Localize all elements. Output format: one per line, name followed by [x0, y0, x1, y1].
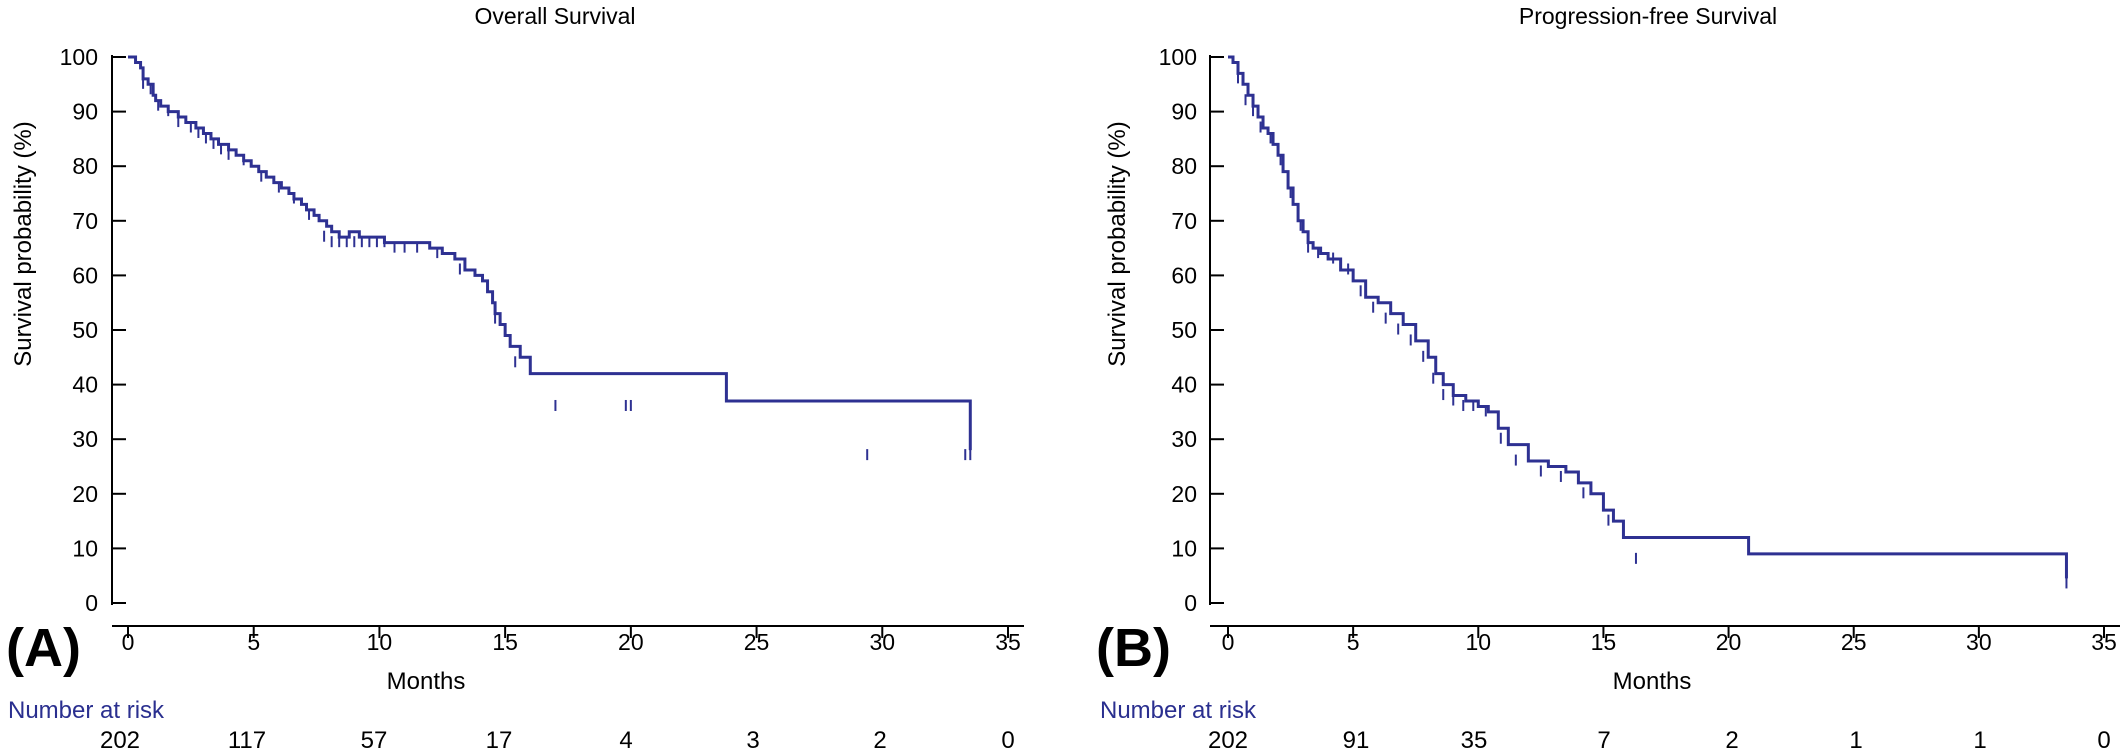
- x-tick-label: 35: [995, 629, 1021, 655]
- x-tick-label: 20: [1716, 629, 1742, 655]
- y-axis-label: Survival probability (%): [10, 121, 37, 367]
- risk-count-15: 7: [1597, 727, 1611, 754]
- y-tick-label: 50: [72, 317, 98, 343]
- y-tick-label: 80: [72, 153, 98, 179]
- y-tick-label: 100: [1159, 44, 1197, 70]
- x-tick-label: 10: [367, 629, 393, 655]
- risk-count-5: 91: [1342, 727, 1370, 754]
- x-tick-label: 5: [1347, 629, 1360, 655]
- x-tick-label: 5: [247, 629, 260, 655]
- y-tick-label: 90: [72, 99, 98, 125]
- panel-label: (A): [6, 618, 81, 678]
- number-at-risk-label: Number at risk: [8, 697, 165, 724]
- panel-overall-survival: Overall Survival 0 10 20 30 40 50 60 70 80 90 100 0…: [6, 3, 1024, 754]
- y-tick-label: 80: [1171, 153, 1197, 179]
- risk-count-25: 3: [746, 727, 760, 754]
- y-axis-label: Survival probability (%): [1104, 121, 1131, 367]
- chart-title: Overall Survival: [474, 3, 636, 29]
- x-tick-label: 30: [869, 629, 895, 655]
- x-tick-label: 25: [1841, 629, 1867, 655]
- x-tick-label: 35: [2091, 629, 2117, 655]
- y-tick-label: 30: [1171, 426, 1197, 452]
- x-tick-label: 0: [122, 629, 135, 655]
- risk-count-0: 202: [99, 727, 141, 754]
- risk-count-25: 1: [1849, 727, 1863, 754]
- panel-label: (B): [1096, 618, 1171, 678]
- x-tick-label: 10: [1465, 629, 1491, 655]
- risk-count-30: 2: [873, 727, 887, 754]
- y-tick-label: 30: [72, 426, 98, 452]
- survival-curve: [1228, 55, 2068, 579]
- y-tick-label: 50: [1171, 317, 1197, 343]
- y-tick-label: 40: [1171, 372, 1197, 398]
- y-tick-label: 70: [72, 208, 98, 234]
- x-tick-label: 25: [744, 629, 770, 655]
- km-plot: 0 10 20 30 40 50 60 70 80 90 100 0 5 10 15 20 25 30 35: [60, 44, 1024, 655]
- y-tick-label: 60: [1171, 262, 1197, 288]
- y-tick-label: 100: [60, 44, 98, 70]
- number-at-risk-label: Number at risk: [1100, 697, 1257, 724]
- risk-count-5: 117: [227, 727, 267, 754]
- y-tick-label: 10: [1171, 535, 1197, 561]
- risk-count-35: 0: [2097, 727, 2111, 754]
- x-tick-label: 30: [1966, 629, 1992, 655]
- chart-title: Progression-free Survival: [1518, 3, 1778, 29]
- risk-count-30: 1: [1973, 727, 1987, 754]
- survival-curve: [128, 55, 972, 451]
- x-axis-label: Months: [1612, 668, 1692, 695]
- y-tick-label: 10: [72, 535, 98, 561]
- y-tick-label: 60: [72, 262, 98, 288]
- y-tick-label: 0: [85, 590, 98, 616]
- risk-count-10: 35: [1460, 727, 1488, 754]
- risk-count-20: 4: [619, 727, 633, 754]
- x-tick-label: 0: [1222, 629, 1235, 655]
- y-tick-label: 70: [1171, 208, 1197, 234]
- y-tick-label: 90: [1171, 99, 1197, 125]
- panel-progression-free-survival: Progression-free Survival 0 10 20 30 40 50 60 7…: [1064, 0, 2128, 756]
- risk-count-35: 0: [1001, 727, 1015, 754]
- x-axis-label: Months: [386, 668, 466, 695]
- km-plot: 0 10 20 30 40 50 60 70 80 90 100 0 5 10 15 20 25 30 35: [1159, 44, 2120, 655]
- y-tick-label: 40: [72, 372, 98, 398]
- x-tick-label: 15: [1591, 629, 1617, 655]
- y-tick-label: 0: [1184, 590, 1197, 616]
- risk-count-10: 57: [360, 727, 388, 754]
- x-tick-label: 15: [492, 629, 518, 655]
- y-tick-label: 20: [72, 481, 98, 507]
- risk-count-15: 17: [485, 727, 513, 754]
- risk-count-0: 202: [1207, 727, 1249, 754]
- risk-count-20: 2: [1725, 727, 1739, 754]
- y-tick-label: 20: [1171, 481, 1197, 507]
- x-tick-label: 20: [618, 629, 644, 655]
